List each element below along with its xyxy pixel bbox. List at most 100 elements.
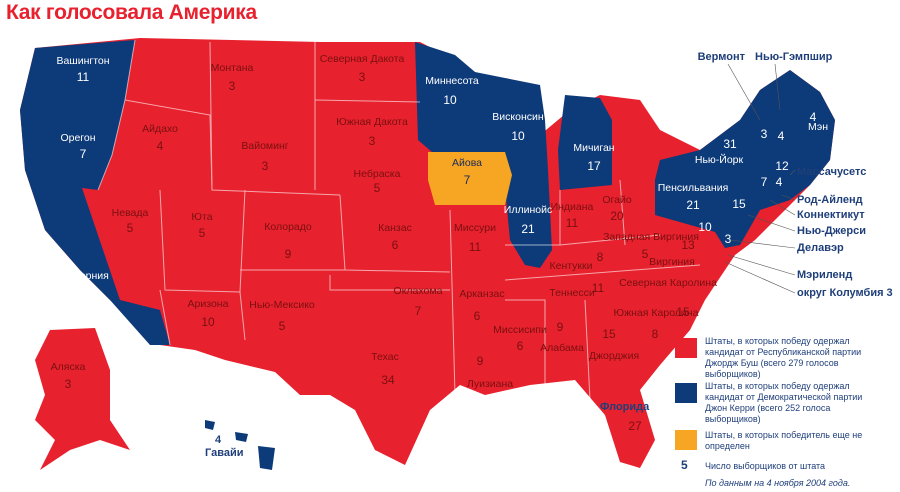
utah-votes-label: 5 (199, 226, 206, 240)
florida-votes-label: 27 (628, 419, 642, 433)
alaska-votes-label: 3 (65, 377, 72, 391)
california-votes-label: 55 (83, 285, 97, 299)
legend-democrat-text: Штаты, в которых победу одержал кандидат… (705, 381, 863, 424)
alaska-name-label: Аляска (51, 361, 86, 373)
arizona-name-label: Аризона (188, 298, 229, 310)
south-carolina-name-label: Южная Каролина (614, 307, 699, 319)
oklahoma-votes-label: 7 (415, 304, 422, 318)
north-dakota-votes-label: 3 (359, 70, 366, 84)
vermont-label: Вермонт (698, 51, 746, 63)
ohio-name-label: Огайо (602, 194, 631, 206)
idaho-votes-label: 4 (157, 139, 164, 153)
louisiana-name-label: Луизиана (467, 378, 513, 390)
state-borders (97, 39, 701, 401)
massachusetts-votes-label: 12 (775, 159, 789, 173)
colorado-name-label: Колорадо (264, 221, 312, 233)
tennessee-name-label: Теннесси (549, 287, 595, 299)
kentucky-votes-label: 8 (597, 250, 604, 264)
idaho-name-label: Айдахо (142, 123, 178, 135)
delaware-votes-label: 3 (725, 232, 732, 246)
maine-name-label: Мэн (808, 121, 828, 133)
connecticut-label: Коннектикут (797, 209, 865, 221)
arkansas-name-label: Арканзас (459, 288, 504, 300)
pennsylvania-name-label: Пенсильвания (658, 182, 729, 194)
montana-name-label: Монтана (211, 62, 254, 74)
legend-republican-text: Штаты, в которых победу одержал кандидат… (705, 336, 862, 379)
utah-name-label: Юта (191, 211, 212, 223)
dc-label: округ Колумбия 3 (797, 287, 893, 299)
hawaii-shape (205, 420, 275, 470)
north-carolina-votes-label: 15 (676, 305, 690, 319)
hawaii-name-label: Гавайи (205, 447, 243, 459)
legend-undecided-swatch (675, 430, 697, 450)
california-name-label: Калифорния (47, 270, 109, 282)
new-hampshire-votes-label: 4 (778, 129, 785, 143)
continental-us-shape (20, 38, 835, 468)
ohio-votes-label: 20 (610, 209, 624, 223)
south-carolina-votes-label: 8 (652, 327, 659, 341)
maine-votes-label: 4 (810, 110, 817, 124)
oregon-votes-label: 7 (80, 147, 87, 161)
footnote: По данным на 4 ноября 2004 года. (705, 478, 851, 488)
virginia-votes-label: 13 (681, 238, 695, 252)
michigan-votes-label: 17 (587, 159, 601, 173)
hawaii-votes-label: 4 (215, 434, 222, 446)
virginia-name-label: Виргиния (649, 256, 695, 268)
new-jersey-votes-label: 15 (732, 197, 746, 211)
wyoming-name-label: Вайоминг (241, 140, 288, 152)
iowa-undecided-shape (428, 152, 512, 205)
new-york-name-label: Нью-Йорк (695, 153, 744, 166)
kansas-votes-label: 6 (392, 238, 399, 252)
north-carolina-name-label: Северная Каролина (619, 277, 717, 289)
new-hampshire-label: Нью-Гэмпшир (755, 51, 833, 63)
alabama-votes-label: 9 (557, 320, 564, 334)
maryland-label: Мэриленд (797, 269, 852, 281)
north-dakota-name-label: Северная Дакота (320, 53, 405, 65)
map-title: Как голосовала Америка (6, 1, 257, 24)
vermont-votes-label: 3 (761, 127, 768, 141)
missouri-votes-label: 11 (469, 240, 482, 254)
kansas-name-label: Канзас (378, 222, 412, 234)
florida-name-label: Флорида (600, 401, 650, 413)
iowa-votes-label: 7 (464, 173, 471, 187)
nevada-name-label: Невада (112, 207, 149, 219)
illinois-name-label: Иллинойс (504, 204, 552, 216)
oklahoma-name-label: Оклахома (394, 285, 443, 297)
georgia-name-label: Джорджия (589, 350, 639, 362)
wyoming-votes-label: 3 (262, 159, 269, 173)
legend-republican-swatch (675, 338, 697, 358)
alabama-name-label: Алабама (540, 342, 584, 354)
new-mexico-name-label: Нью-Мексико (249, 299, 315, 311)
michigan-name-label: Мичиган (573, 142, 614, 154)
illinois-votes-label: 21 (521, 222, 535, 236)
maryland-votes-label: 10 (698, 220, 712, 234)
georgia-votes-label: 15 (602, 327, 616, 341)
south-dakota-votes-label: 3 (369, 134, 376, 148)
pennsylvania-votes-label: 21 (686, 198, 700, 212)
massachusetts-label: Массачусетс (797, 166, 866, 178)
west-virginia-name-label: Западная Виргиния (603, 231, 699, 243)
indiana-name-label: Индиана (551, 201, 594, 213)
washington-name-label: Вашингтон (56, 55, 109, 67)
mississippi-name-label: Миссисипи (493, 324, 547, 336)
washington-votes-label: 11 (77, 70, 90, 84)
texas-votes-label: 34 (381, 373, 395, 387)
legend-number-sample: 5 (681, 458, 688, 472)
mississippi-votes-label: 6 (517, 339, 524, 353)
minnesota-name-label: Миннесота (425, 75, 479, 87)
montana-votes-label: 3 (229, 79, 236, 93)
alaska-shape (35, 328, 130, 470)
wisconsin-name-label: Висконсин (492, 111, 544, 123)
louisiana-votes-label: 9 (477, 354, 484, 368)
legend-undecided-text: Штаты, в которых победитель еще не опред… (705, 430, 863, 451)
arizona-votes-label: 10 (201, 315, 215, 329)
northeast-callouts: Вермонт Нью-Гэмпшир Массачусетс Род-Айле… (205, 51, 893, 459)
legend-number-text: Число выборщиков от штата (705, 461, 826, 471)
iowa-name-label: Айова (452, 157, 482, 169)
new-jersey-label: Нью-Джерси (797, 225, 866, 237)
colorado-votes-label: 9 (285, 247, 292, 261)
indiana-votes-label: 11 (566, 216, 579, 230)
texas-name-label: Техас (371, 351, 399, 363)
minnesota-votes-label: 10 (443, 93, 457, 107)
